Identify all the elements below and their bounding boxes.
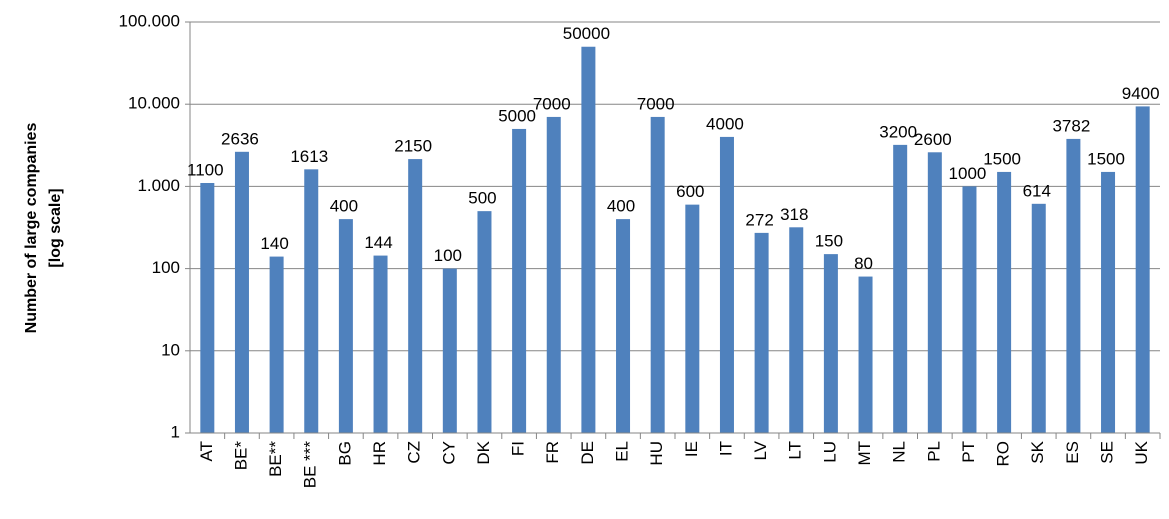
bar — [858, 276, 873, 433]
data-label: 140 — [260, 234, 288, 253]
bar — [477, 211, 492, 433]
bar — [200, 182, 215, 433]
data-label: 150 — [815, 232, 843, 251]
data-label: 318 — [780, 205, 808, 224]
x-tick-label: BE* — [231, 441, 250, 471]
bar — [581, 46, 596, 434]
bar — [789, 227, 804, 433]
bar — [962, 186, 977, 433]
data-label: 50000 — [563, 24, 610, 43]
bar — [338, 219, 353, 433]
y-tick-label: 10.000 — [128, 94, 180, 113]
bar — [1031, 203, 1046, 433]
x-tick-label: CY — [439, 441, 458, 465]
bar — [546, 116, 561, 434]
x-tick-label: DE — [578, 441, 597, 465]
x-tick-label: UK — [1132, 440, 1151, 464]
x-tick-label: SE — [1098, 441, 1117, 464]
x-tick-label: BE *** — [301, 441, 320, 489]
bar — [754, 232, 769, 433]
y-tick-label: 100.000 — [119, 11, 180, 30]
data-label: 9400 — [1122, 84, 1160, 103]
x-tick-label: FR — [543, 441, 562, 464]
x-tick-label: LV — [751, 440, 770, 460]
data-label: 400 — [330, 197, 358, 216]
bar — [997, 171, 1012, 433]
bar — [408, 159, 423, 434]
bar — [823, 254, 838, 433]
y-axis-title-line: Number of large companies — [23, 123, 40, 334]
x-tick-label: BE** — [266, 441, 285, 477]
x-tick-label: DK — [474, 440, 493, 464]
bar — [269, 256, 284, 433]
data-label: 4000 — [706, 114, 744, 133]
x-tick-label: IE — [682, 441, 701, 457]
x-tick-label: FI — [509, 441, 528, 456]
y-axis-title: Number of large companies [log scale] — [23, 123, 64, 334]
x-tick-label: CZ — [405, 441, 424, 464]
data-label: 5000 — [498, 106, 536, 125]
bar — [927, 152, 942, 433]
data-label: 2600 — [914, 130, 952, 149]
x-tick-label: EL — [613, 441, 632, 462]
data-label: 600 — [676, 182, 704, 201]
bar — [373, 255, 388, 433]
data-label: 3200 — [879, 122, 917, 141]
x-tick-label: HR — [370, 441, 389, 466]
data-label: 1100 — [187, 160, 224, 179]
data-label: 614 — [1023, 181, 1051, 200]
data-label: 1000 — [949, 164, 987, 183]
x-tick-label: NL — [890, 441, 909, 463]
y-tick-label: 1 — [171, 422, 180, 441]
y-tick-label: 10 — [161, 340, 180, 359]
x-tick-label: PT — [959, 441, 978, 463]
bar — [719, 136, 734, 433]
bar — [512, 128, 527, 433]
data-label: 400 — [607, 197, 635, 216]
x-tick-label: LT — [786, 441, 805, 460]
bar — [1101, 171, 1116, 433]
x-tick-label: AT — [197, 441, 216, 461]
data-label: 1613 — [290, 147, 328, 166]
data-label: 80 — [854, 254, 873, 273]
data-label: 272 — [745, 210, 773, 229]
bar — [685, 204, 700, 433]
bar — [893, 144, 908, 433]
x-tick-label: SK — [1028, 440, 1047, 463]
x-tick-label: BG — [335, 441, 354, 466]
data-label: 7000 — [637, 94, 675, 113]
bar — [234, 151, 249, 434]
x-tick-label: HU — [647, 441, 666, 466]
bar — [650, 116, 665, 434]
bar — [616, 219, 631, 433]
y-axis-title-line: [log scale] — [47, 188, 64, 267]
data-label: 1500 — [983, 149, 1021, 168]
x-tick-label: RO — [994, 441, 1013, 467]
bar — [304, 169, 319, 433]
y-tick-label: 100 — [152, 258, 180, 277]
data-label: 100 — [434, 246, 462, 265]
bar — [442, 268, 457, 433]
data-label: 2636 — [221, 129, 259, 148]
data-label: 7000 — [533, 94, 571, 113]
x-tick-label: IT — [716, 441, 735, 456]
data-label: 1500 — [1087, 149, 1125, 168]
x-tick-label: LU — [820, 441, 839, 463]
x-tick-label: ES — [1063, 441, 1082, 464]
bar — [1066, 138, 1081, 433]
y-tick-label: 1.000 — [137, 176, 180, 195]
x-tick-label: PL — [924, 441, 943, 462]
data-label: 144 — [364, 233, 392, 252]
bar — [1135, 106, 1150, 434]
data-label: 500 — [468, 189, 496, 208]
data-label: 2150 — [394, 137, 432, 156]
x-tick-label: MT — [855, 441, 874, 466]
data-label: 3782 — [1052, 116, 1090, 135]
